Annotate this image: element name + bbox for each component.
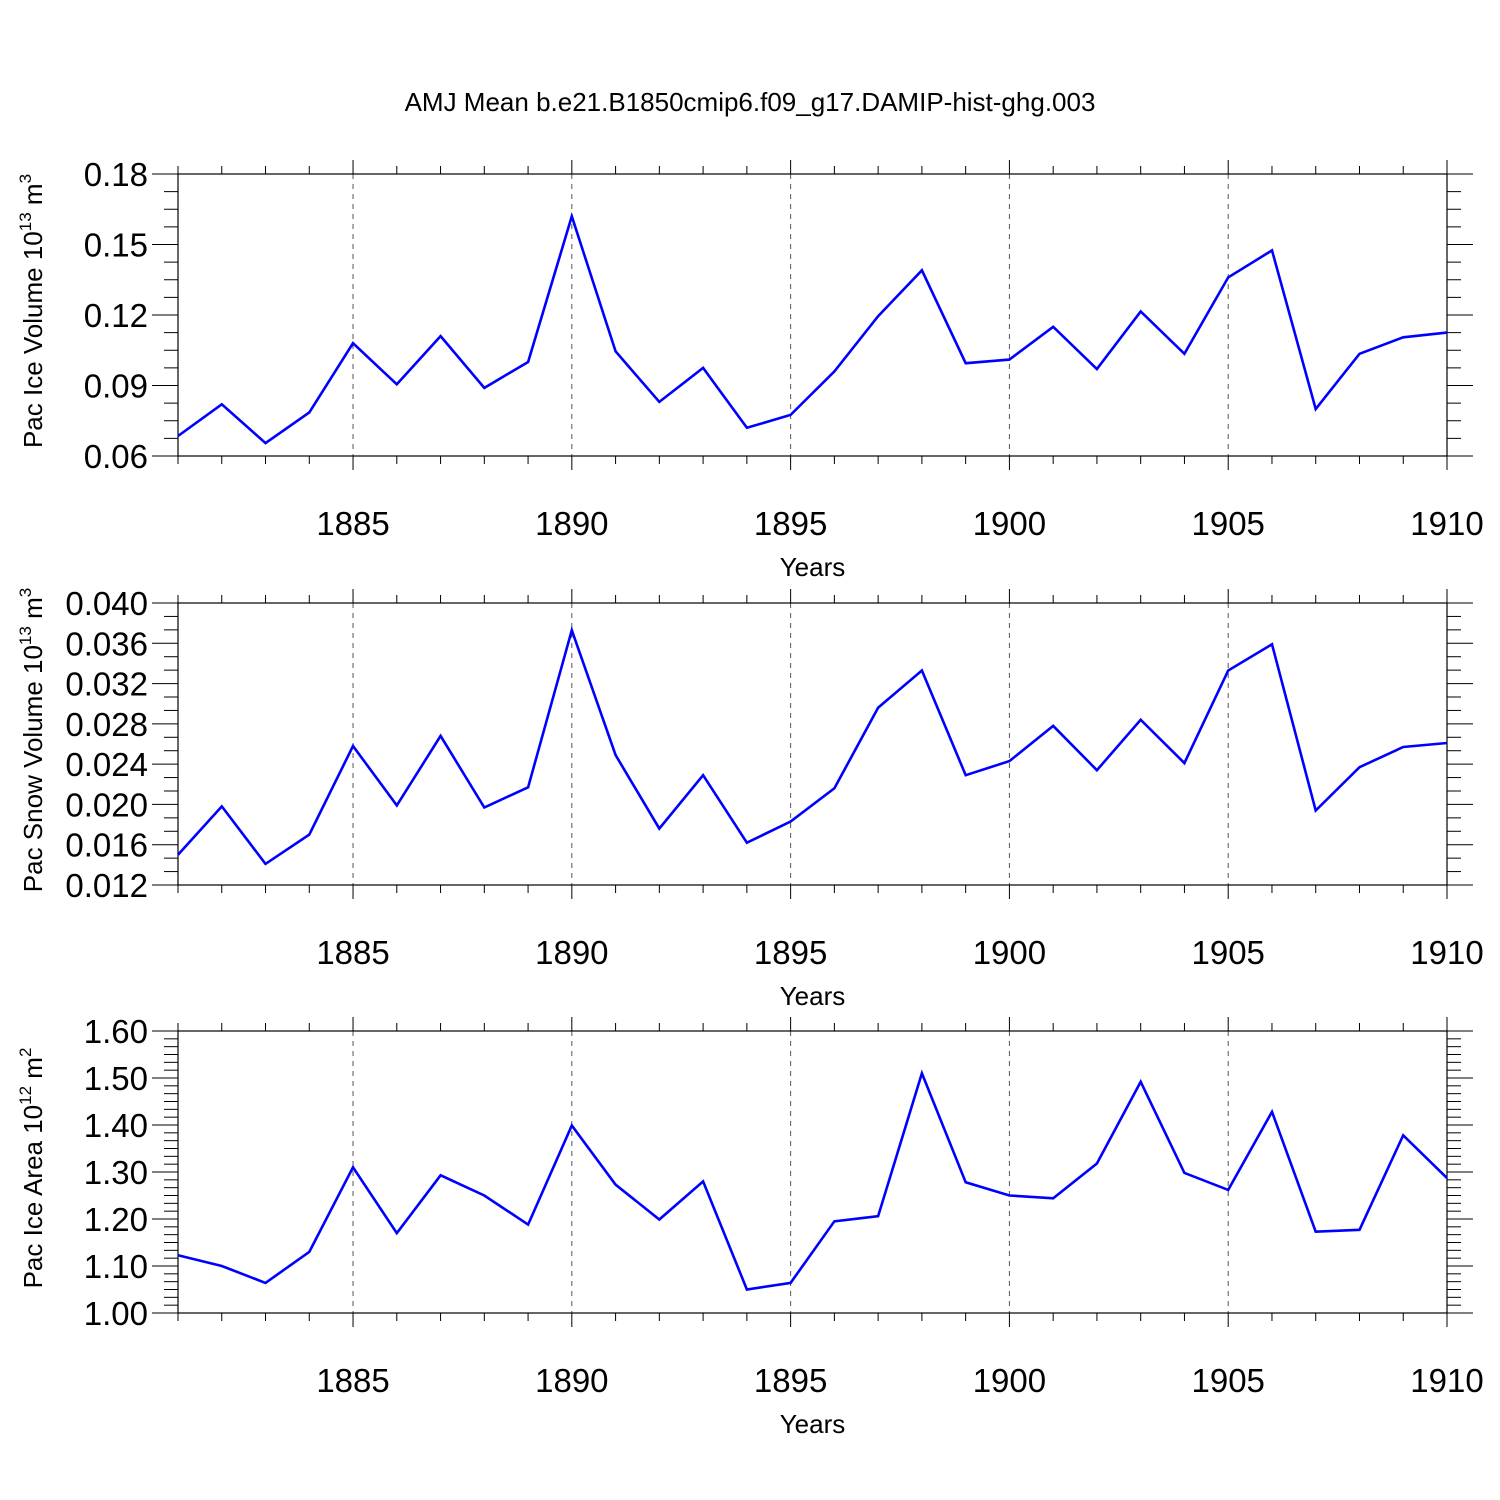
x-axis-label: Years bbox=[780, 981, 846, 1011]
x-tick-label: 1910 bbox=[1410, 934, 1483, 971]
y-axis-label-superscript: 13 bbox=[16, 212, 35, 231]
x-tick-label: 1895 bbox=[754, 1362, 827, 1399]
x-tick-label: 1900 bbox=[973, 1362, 1046, 1399]
y-tick-label: 1.10 bbox=[84, 1248, 148, 1285]
y-tick-label: 0.024 bbox=[65, 746, 148, 783]
panel-3: 1.00 1.10 1.20 1.30 1.40 1.50 1.60 1885 1890 1895… bbox=[16, 1013, 1484, 1439]
y-tick-label: 0.040 bbox=[65, 585, 148, 622]
y-axis-label-superscript: 3 bbox=[16, 174, 35, 183]
x-tick-label: 1885 bbox=[316, 505, 389, 542]
series-line bbox=[177, 211, 1448, 445]
y-axis-label: Pac Ice Area 1012 m2 bbox=[16, 1048, 48, 1289]
y-tick-label: 0.18 bbox=[84, 156, 148, 193]
y-axis-label-superscript: 13 bbox=[16, 626, 35, 645]
y-axis-label-part: Pac Ice Volume 10 bbox=[18, 231, 48, 448]
y-tick-label: 0.06 bbox=[84, 438, 148, 475]
y-axis-label-superscript: 2 bbox=[16, 1048, 35, 1057]
y-tick-label: 1.60 bbox=[84, 1013, 148, 1050]
y-tick-label: 0.15 bbox=[84, 227, 148, 264]
y-axis-label-part: m bbox=[18, 1057, 48, 1086]
y-tick-label: 0.016 bbox=[65, 827, 148, 864]
y-tick-label: 1.30 bbox=[84, 1154, 148, 1191]
y-axis-label: Pac Snow Volume 1013 m3 bbox=[16, 588, 48, 892]
x-axis-label: Years bbox=[780, 552, 846, 582]
y-axis-label: Pac Ice Volume 1013 m3 bbox=[16, 174, 48, 448]
series-line bbox=[177, 625, 1448, 866]
y-tick-label: 0.036 bbox=[65, 625, 148, 662]
y-tick-label: 1.50 bbox=[84, 1060, 148, 1097]
x-tick-label: 1890 bbox=[535, 934, 608, 971]
x-tick-label: 1905 bbox=[1191, 934, 1264, 971]
y-tick-label: 0.12 bbox=[84, 297, 148, 334]
panel-1: 0.06 0.09 0.12 0.15 0.18 1885 1890 1895 1900 1905… bbox=[16, 156, 1484, 582]
x-tick-label: 1890 bbox=[535, 505, 608, 542]
y-tick-label: 0.032 bbox=[65, 666, 148, 703]
x-tick-label: 1905 bbox=[1191, 1362, 1264, 1399]
y-tick-label: 1.20 bbox=[84, 1201, 148, 1238]
y-tick-label: 1.40 bbox=[84, 1107, 148, 1144]
x-tick-label: 1910 bbox=[1410, 1362, 1483, 1399]
plot-frame bbox=[177, 173, 1448, 457]
series-line bbox=[177, 1069, 1448, 1291]
y-axis-label-part: Pac Ice Area 10 bbox=[18, 1105, 48, 1289]
y-tick-label: 0.09 bbox=[84, 368, 148, 405]
x-tick-label: 1895 bbox=[754, 934, 827, 971]
x-tick-label: 1900 bbox=[973, 505, 1046, 542]
y-tick-label: 0.012 bbox=[65, 867, 148, 904]
y-axis-label-part: m bbox=[18, 597, 48, 626]
x-tick-label: 1900 bbox=[973, 934, 1046, 971]
y-tick-label: 1.00 bbox=[84, 1295, 148, 1332]
y-axis-label-superscript: 12 bbox=[16, 1086, 35, 1105]
y-axis-label-part: Pac Snow Volume 10 bbox=[18, 645, 48, 892]
x-tick-label: 1895 bbox=[754, 505, 827, 542]
x-tick-label: 1885 bbox=[316, 934, 389, 971]
x-tick-label: 1910 bbox=[1410, 505, 1483, 542]
x-tick-label: 1885 bbox=[316, 1362, 389, 1399]
y-axis-label-part: m bbox=[18, 183, 48, 212]
chart-title: AMJ Mean b.e21.B1850cmip6.f09_g17.DAMIP-… bbox=[405, 87, 1096, 117]
plot-frame bbox=[177, 602, 1448, 886]
y-tick-label: 0.020 bbox=[65, 786, 148, 823]
x-tick-label: 1890 bbox=[535, 1362, 608, 1399]
x-tick-label: 1905 bbox=[1191, 505, 1264, 542]
y-axis-label-superscript: 3 bbox=[16, 588, 35, 597]
plot-frame bbox=[177, 1030, 1448, 1314]
x-axis-label: Years bbox=[780, 1409, 846, 1439]
y-tick-label: 0.028 bbox=[65, 706, 148, 743]
